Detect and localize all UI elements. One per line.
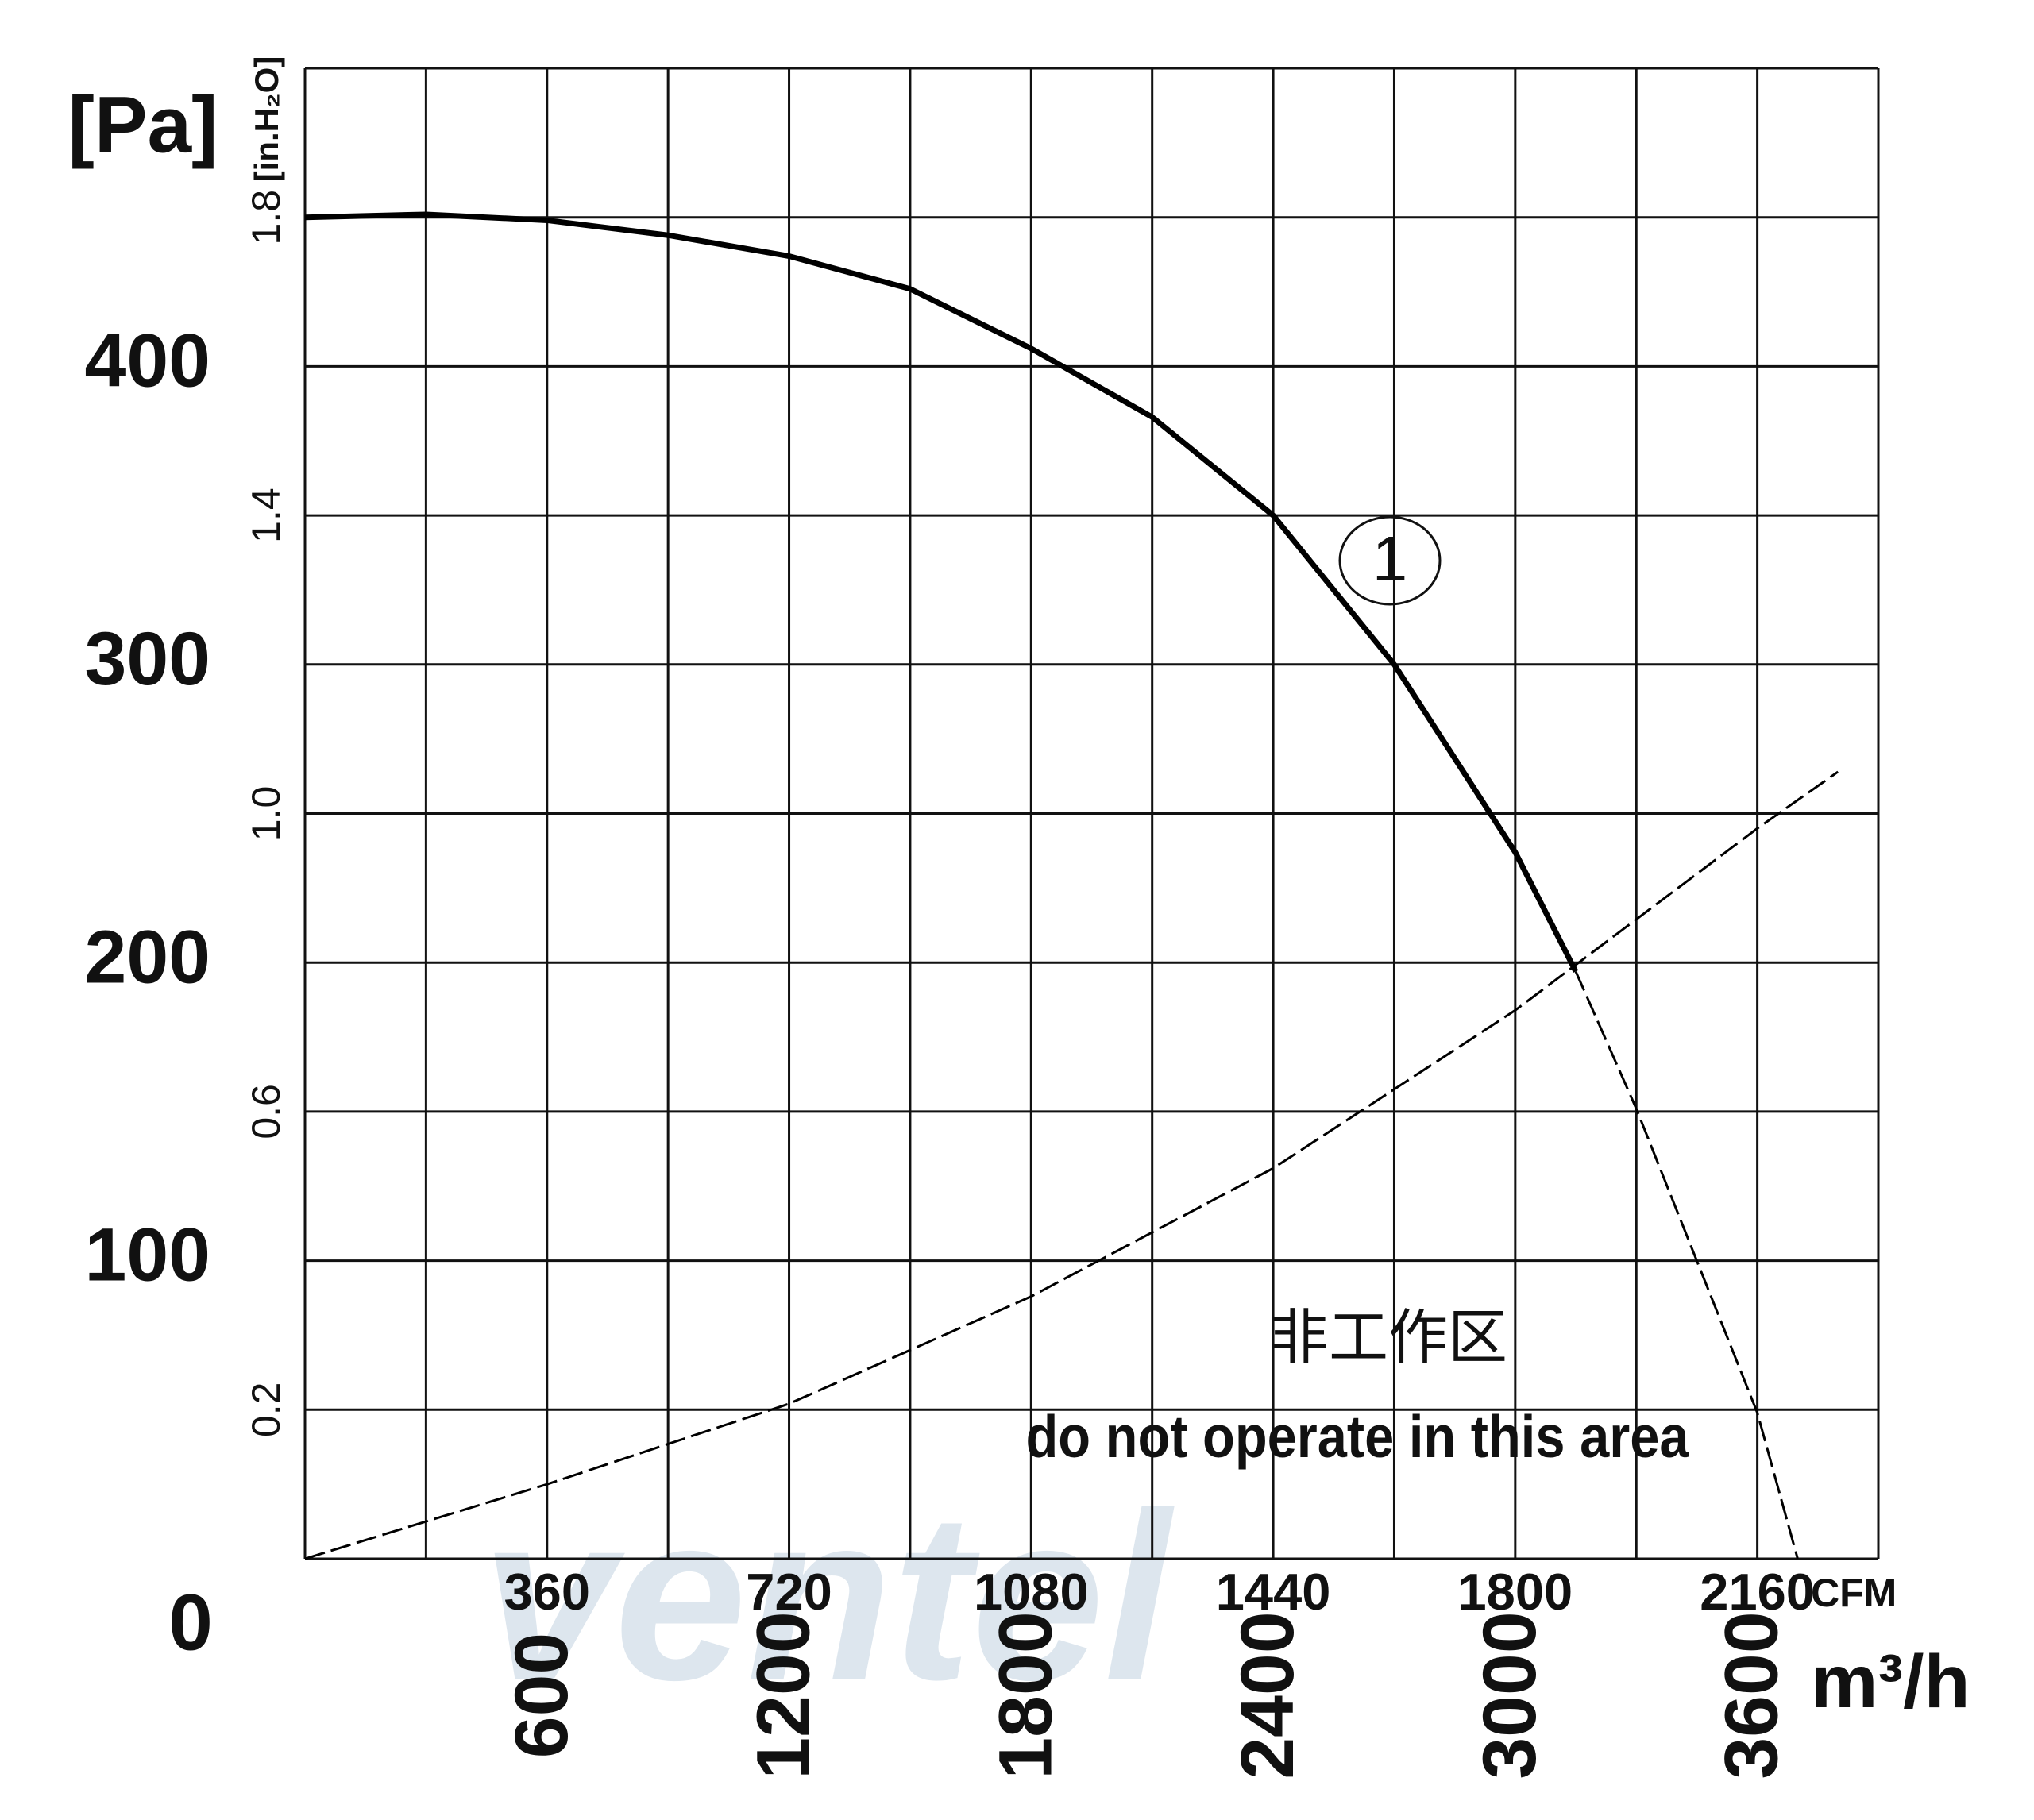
x-tick-label: 3000 [1468,1611,1552,1779]
x-tick-label: 1800 [983,1611,1067,1779]
x2-tick-label: 360 [504,1563,590,1621]
y2-tick-label: 1.0 [244,786,288,842]
x2-axis-label: CFM [1811,1571,1897,1615]
y-tick-label: 400 [84,318,210,403]
x2-tick-label: 2160 [1700,1563,1815,1621]
x-tick-label: 600 [500,1633,584,1759]
y-tick-label: 100 [84,1213,210,1298]
x-tick-label: 2400 [1225,1611,1310,1779]
curve [304,770,1839,1560]
x2-tick-label: 1800 [1458,1563,1573,1621]
y2-tick-label: 1.8 [244,190,288,245]
zone-label-cn: 非工作区 [1269,1304,1507,1371]
y-tick-label: 300 [84,617,210,701]
y2-tick-label: 1.4 [244,488,288,543]
curve [304,211,1579,974]
x-axis-label: m³/h [1811,1640,1970,1724]
x2-tick-label: 1080 [974,1563,1089,1621]
x2-tick-label: 1440 [1216,1563,1331,1621]
curve-label: 1 [1372,523,1408,594]
y2-tick-label: 0.2 [244,1382,288,1438]
y-axis-label: [Pa] [68,80,218,169]
y-tick-label: 200 [84,915,210,999]
curve-label-circle [1338,515,1442,606]
y2-tick-label: 0.6 [244,1084,288,1139]
watermark: ventel [481,1463,1175,1729]
curve [1574,970,1799,1560]
x-tick-label: 1200 [742,1611,826,1779]
origin-label: 0 [168,1578,213,1667]
x-tick-label: 3600 [1710,1611,1794,1779]
y2-axis-label: [in.H₂O] [248,56,285,183]
zone-label-en: do not operate in this area [1026,1403,1690,1470]
x2-tick-label: 720 [746,1563,832,1621]
